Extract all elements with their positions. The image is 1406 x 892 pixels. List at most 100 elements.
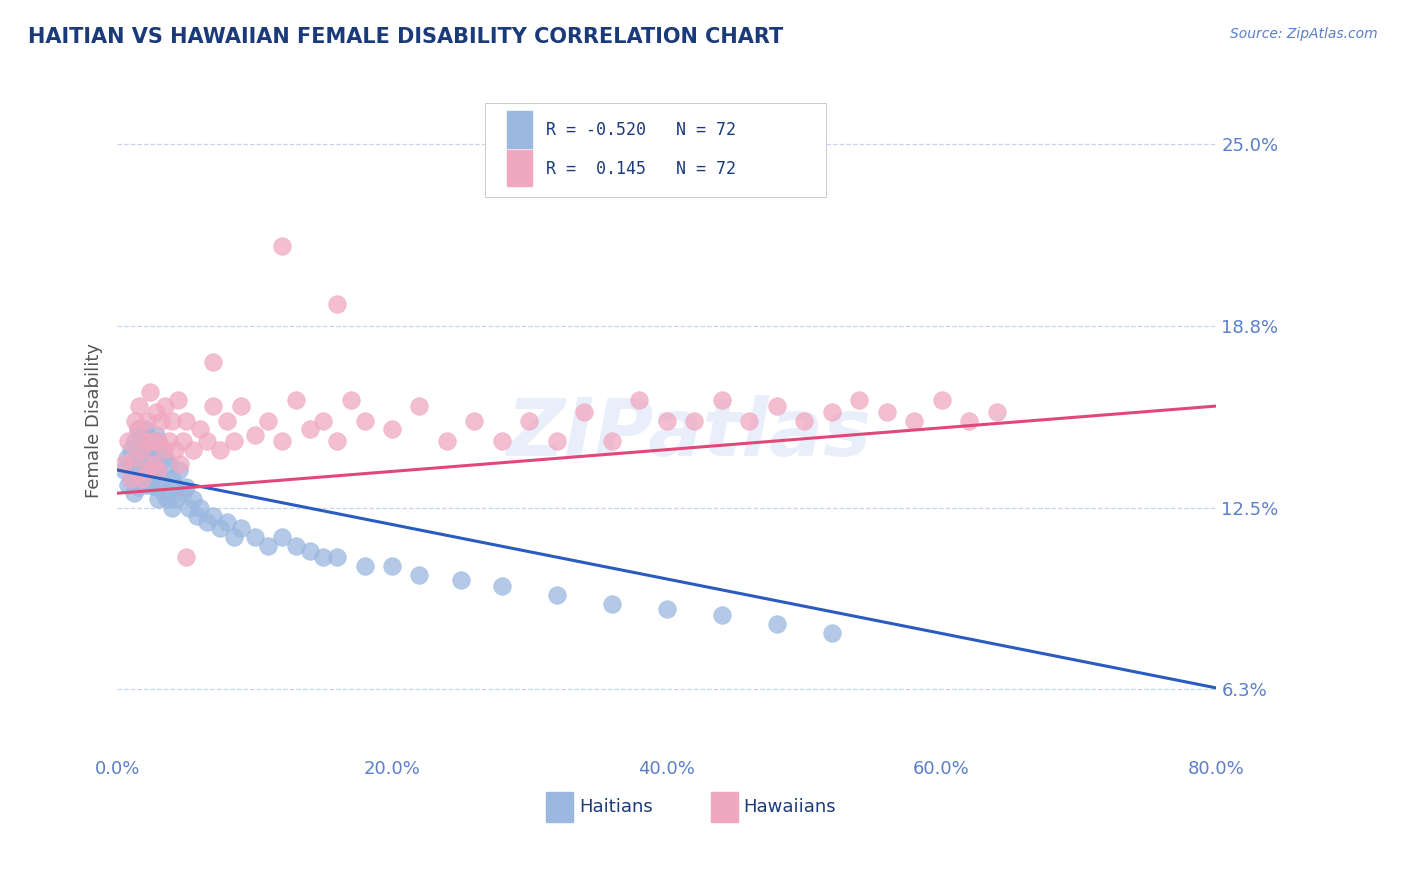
Point	[243, 530, 266, 544]
Text: R =  0.145   N = 72: R = 0.145 N = 72	[546, 160, 735, 178]
Point	[143, 463, 166, 477]
Point	[491, 434, 513, 448]
Point	[903, 414, 925, 428]
Point	[145, 428, 167, 442]
Point	[150, 414, 173, 428]
Point	[821, 405, 844, 419]
Point	[124, 434, 146, 448]
Point	[986, 405, 1008, 419]
Point	[136, 428, 159, 442]
Point	[229, 399, 252, 413]
Point	[148, 434, 170, 448]
Point	[169, 457, 191, 471]
Point	[160, 414, 183, 428]
Point	[160, 472, 183, 486]
Point	[148, 491, 170, 506]
Point	[167, 463, 190, 477]
Point	[174, 480, 197, 494]
Point	[298, 422, 321, 436]
Point	[174, 414, 197, 428]
Point	[257, 414, 280, 428]
Point	[157, 434, 180, 448]
Point	[931, 393, 953, 408]
Point	[957, 414, 980, 428]
Point	[710, 393, 733, 408]
Text: Hawaiians: Hawaiians	[744, 798, 837, 816]
Point	[166, 393, 188, 408]
Point	[172, 486, 194, 500]
Point	[381, 558, 404, 573]
Text: ZIPatlas: ZIPatlas	[506, 395, 872, 473]
Point	[131, 442, 153, 457]
Point	[186, 509, 208, 524]
FancyBboxPatch shape	[485, 103, 827, 196]
Point	[136, 463, 159, 477]
Point	[243, 428, 266, 442]
Point	[155, 451, 177, 466]
Point	[117, 434, 139, 448]
Point	[112, 463, 135, 477]
Point	[131, 472, 153, 486]
Point	[209, 521, 232, 535]
Point	[326, 550, 349, 565]
Point	[848, 393, 870, 408]
Point	[655, 414, 678, 428]
Point	[163, 480, 186, 494]
Point	[655, 602, 678, 616]
Point	[353, 558, 375, 573]
Point	[127, 422, 149, 436]
Point	[202, 355, 225, 369]
Point	[284, 539, 307, 553]
Point	[127, 451, 149, 466]
Point	[117, 477, 139, 491]
Point	[134, 449, 156, 463]
Point	[134, 434, 156, 448]
Point	[765, 399, 787, 413]
Point	[153, 442, 176, 457]
Point	[222, 530, 245, 544]
Point	[271, 239, 294, 253]
Point	[257, 539, 280, 553]
Point	[160, 500, 183, 515]
Point	[463, 414, 485, 428]
Point	[188, 500, 211, 515]
Point	[138, 440, 160, 454]
Point	[353, 414, 375, 428]
Y-axis label: Female Disability: Female Disability	[86, 343, 103, 498]
Point	[312, 550, 335, 565]
Point	[821, 625, 844, 640]
Point	[142, 457, 165, 471]
Point	[122, 451, 145, 466]
Point	[339, 393, 361, 408]
Point	[546, 434, 568, 448]
Point	[229, 521, 252, 535]
Point	[128, 399, 150, 413]
Point	[271, 434, 294, 448]
Point	[136, 463, 159, 477]
Point	[142, 449, 165, 463]
Point	[172, 434, 194, 448]
Point	[174, 550, 197, 565]
Point	[134, 477, 156, 491]
Point	[188, 422, 211, 436]
Point	[195, 516, 218, 530]
Point	[120, 472, 142, 486]
Point	[145, 405, 167, 419]
Point	[710, 608, 733, 623]
Point	[148, 463, 170, 477]
Point	[574, 405, 596, 419]
Point	[738, 414, 761, 428]
Point	[600, 597, 623, 611]
Point	[546, 588, 568, 602]
Point	[139, 477, 162, 491]
FancyBboxPatch shape	[711, 791, 738, 822]
Point	[141, 468, 163, 483]
Point	[202, 509, 225, 524]
Point	[793, 414, 815, 428]
Text: HAITIAN VS HAWAIIAN FEMALE DISABILITY CORRELATION CHART: HAITIAN VS HAWAIIAN FEMALE DISABILITY CO…	[28, 27, 783, 46]
Point	[120, 442, 142, 457]
Point	[153, 486, 176, 500]
Point	[765, 617, 787, 632]
Text: Source: ZipAtlas.com: Source: ZipAtlas.com	[1230, 27, 1378, 41]
Point	[326, 297, 349, 311]
